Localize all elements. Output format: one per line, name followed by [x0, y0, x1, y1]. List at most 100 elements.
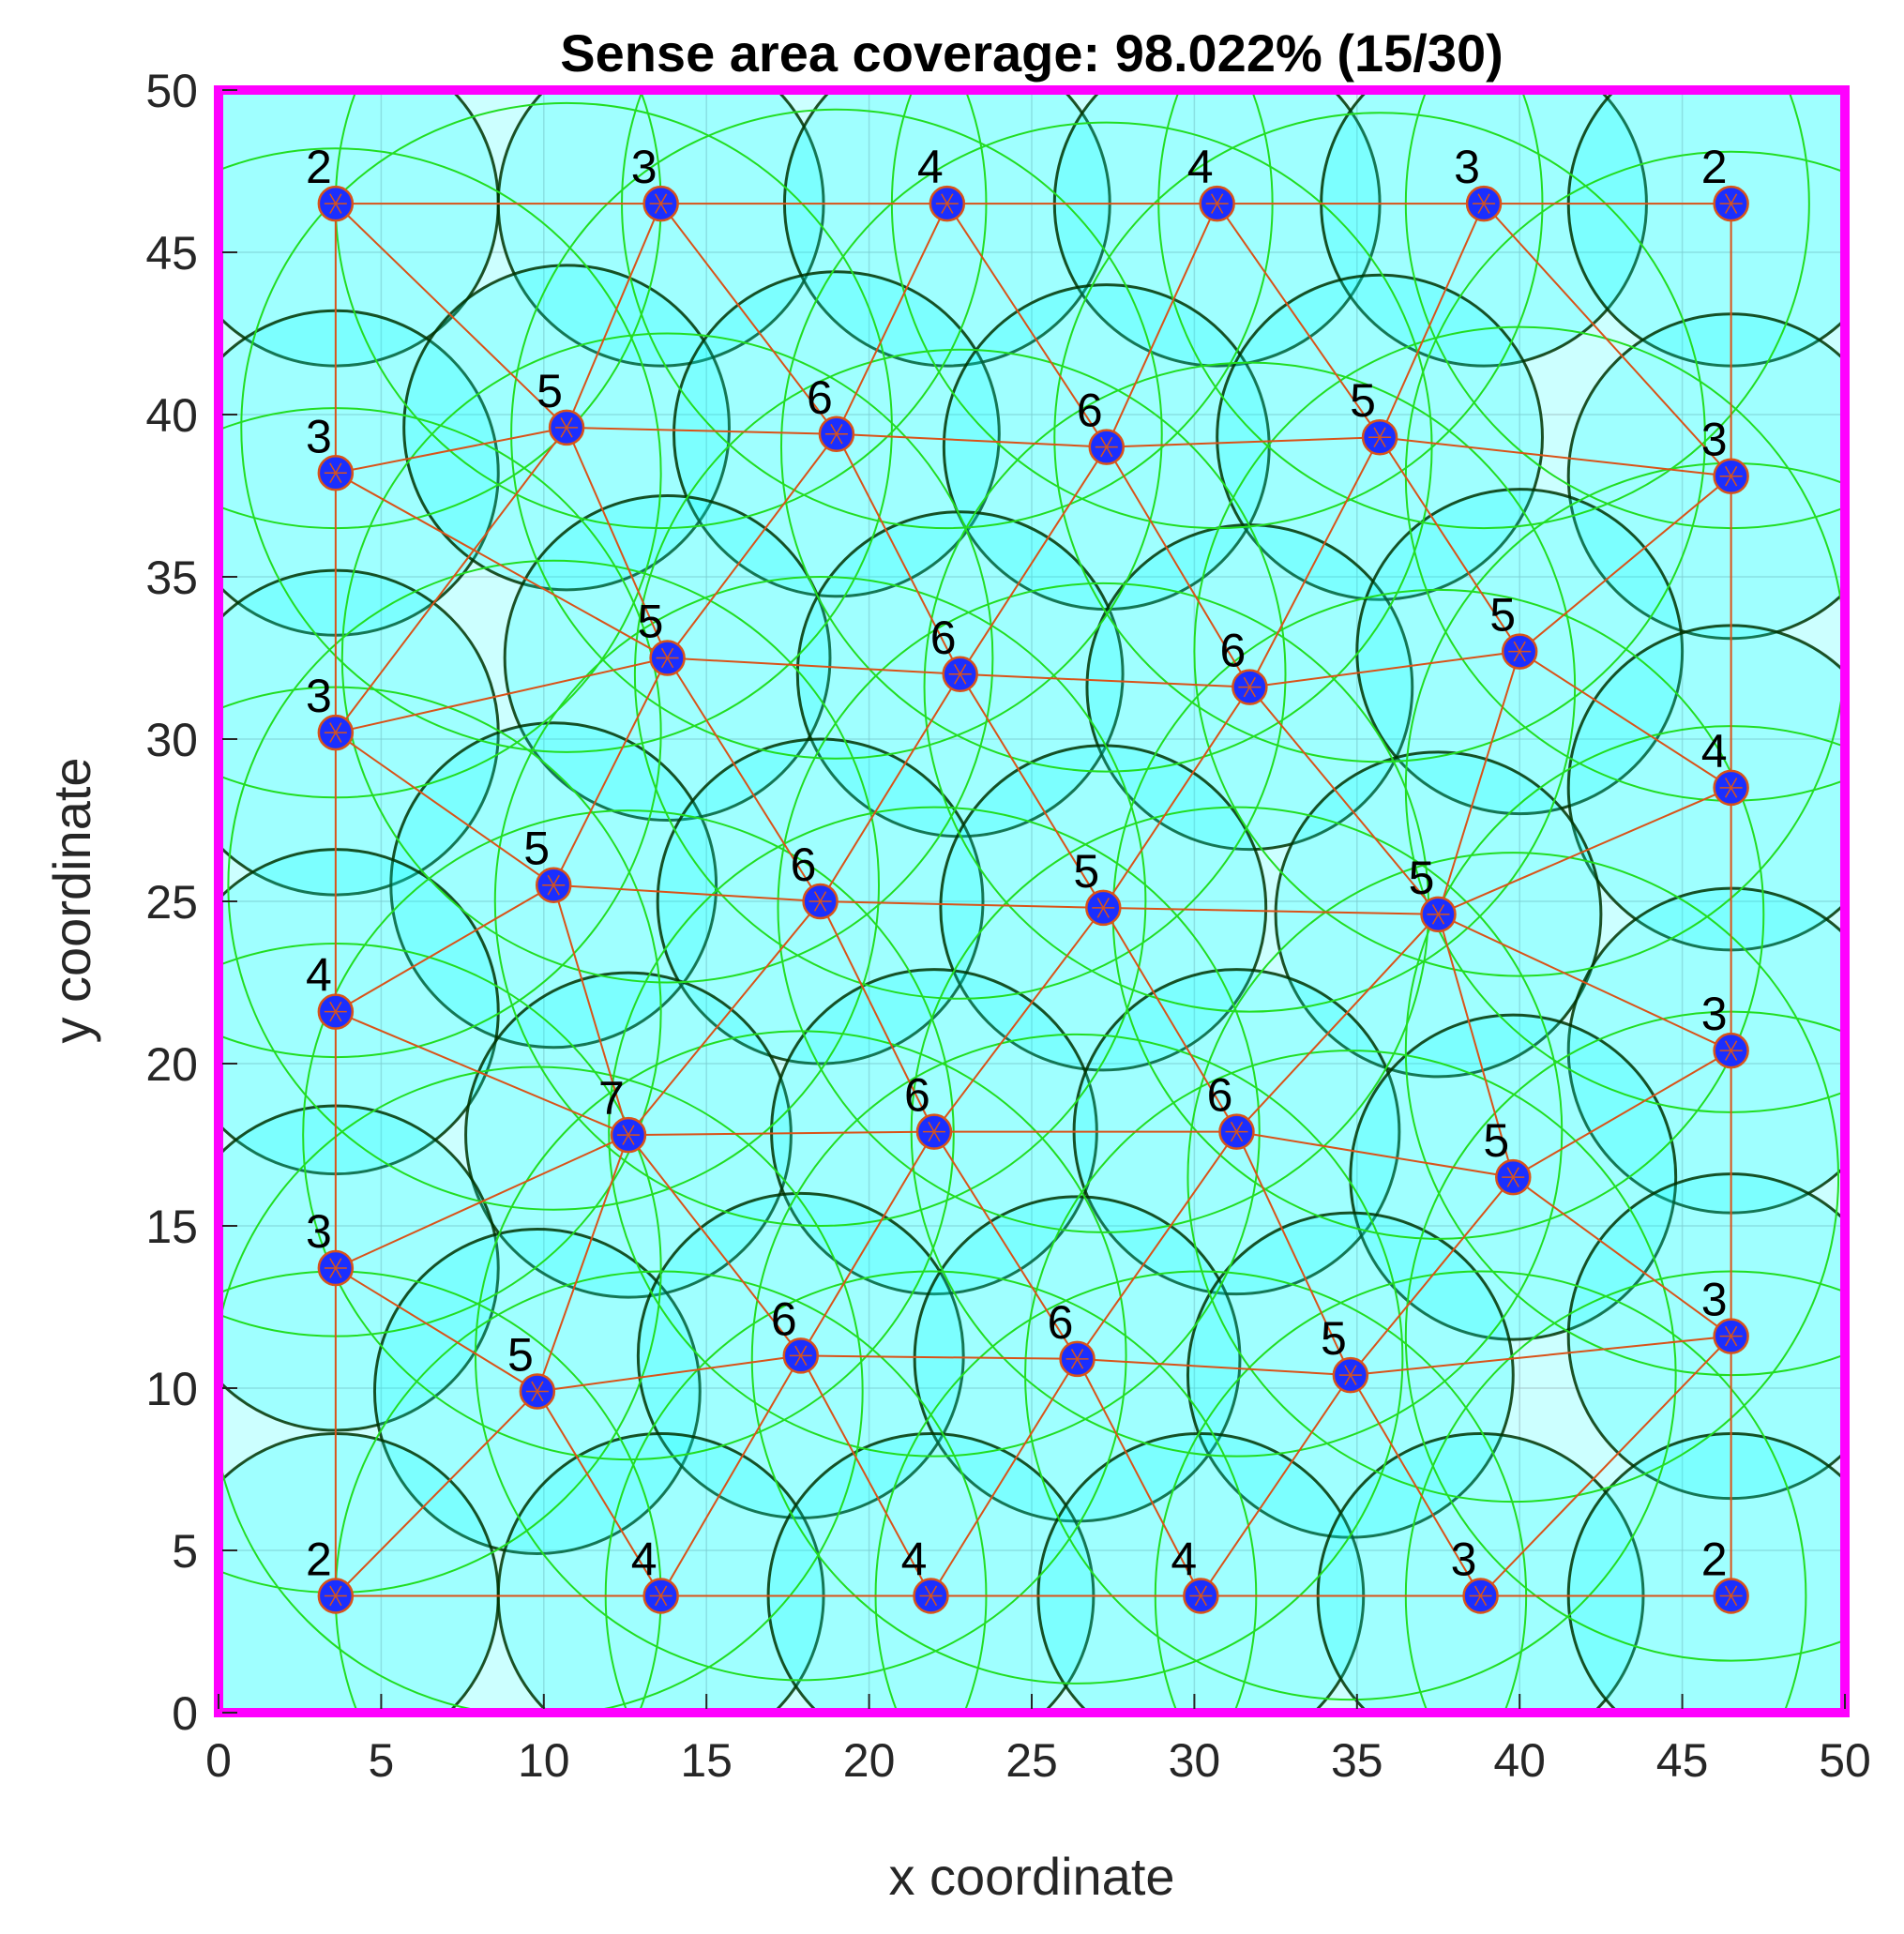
x-axis-ticks: 0 5 10 15 20 25 30 35 40 45 50 — [205, 1694, 1871, 1787]
node-degree-labels: 2 3 4 4 3 2 3 5 6 6 5 3 3 5 6 6 5 4 5 6 5 5 4 3 7 6 6 5 3 3 5 6 6 5 2 4 4 4 3 2 — [306, 141, 1728, 1585]
node-marker-stroke — [830, 423, 843, 445]
y-tick-label: 30 — [145, 714, 198, 766]
link-line — [929, 1358, 1079, 1596]
node-degree-label: 5 — [1489, 589, 1516, 642]
node-marker-stroke — [1211, 193, 1224, 214]
link-line — [667, 657, 960, 675]
link-line — [335, 1010, 629, 1137]
node-degree-label: 5 — [1321, 1312, 1347, 1365]
node-degree-label: 5 — [1350, 374, 1376, 427]
comm-circle — [302, 809, 955, 1461]
y-axis-ticks: 0 5 10 15 20 25 30 35 40 45 50 — [145, 65, 237, 1740]
link-line — [933, 1131, 1079, 1360]
link-line — [666, 657, 822, 902]
y-axis-label: y coordinate — [42, 757, 101, 1043]
node-marker-stroke — [547, 874, 560, 896]
node-degree-label: 5 — [1483, 1114, 1509, 1167]
comm-circle — [1024, 1050, 1677, 1701]
node-degree-label: 3 — [306, 1205, 332, 1258]
link-line — [567, 426, 837, 435]
node-marker-stroke — [329, 1585, 342, 1607]
link-line — [1379, 436, 1521, 653]
y-tick-label: 35 — [145, 551, 198, 604]
link-line — [1350, 1335, 1731, 1377]
node-degree-label: 4 — [901, 1533, 928, 1585]
link-line — [960, 672, 1250, 688]
node-marker-stroke — [813, 891, 827, 912]
link-line — [1350, 1176, 1515, 1376]
link-line — [1249, 650, 1520, 688]
node-marker-stroke — [1724, 778, 1738, 798]
x-tick-label: 50 — [1819, 1734, 1871, 1787]
link-line — [627, 900, 822, 1136]
y-tick-label: 10 — [145, 1363, 198, 1415]
link-line — [1076, 1358, 1202, 1596]
node-degree-label: 5 — [638, 596, 664, 648]
link-line — [1105, 203, 1218, 448]
comm-circle — [779, 121, 1433, 773]
nodes — [317, 185, 1749, 1614]
node-marker-stroke — [1513, 641, 1526, 662]
link-line — [1438, 786, 1732, 915]
node-marker-stroke — [1243, 676, 1257, 698]
node-degree-label: 5 — [523, 823, 550, 875]
link-line — [1379, 203, 1485, 438]
node-degree-label: 6 — [1207, 1069, 1233, 1122]
link-line — [933, 907, 1105, 1133]
link-line — [1077, 1357, 1351, 1377]
link-line — [552, 884, 629, 1136]
node-marker-stroke — [660, 647, 674, 669]
node-marker-stroke — [1373, 427, 1386, 447]
comm-circle — [219, 1065, 864, 1713]
chart-title: Sense area coverage: 98.022% (15/30) — [560, 23, 1504, 83]
plot-area — [219, 90, 1845, 1713]
link-line — [1076, 1131, 1238, 1360]
node-degree-label: 6 — [771, 1292, 797, 1345]
node-marker-stroke — [329, 462, 342, 484]
link-line — [536, 1134, 629, 1392]
node-marker-stroke — [622, 1125, 635, 1145]
node-degree-label: 6 — [930, 612, 957, 664]
comm-circle — [493, 576, 1147, 1227]
node-marker-stroke — [1724, 1585, 1738, 1607]
node-degree-label: 6 — [791, 839, 817, 891]
node-marker-stroke — [654, 1585, 668, 1607]
node-marker-stroke — [329, 722, 342, 743]
node-marker-stroke — [1724, 1040, 1738, 1061]
y-tick-label: 20 — [145, 1038, 198, 1091]
node-degree-label: 4 — [1187, 141, 1214, 193]
link-line — [566, 203, 662, 429]
link-line — [1350, 1374, 1482, 1596]
x-tick-label: 15 — [680, 1734, 733, 1787]
link-line — [1200, 1374, 1352, 1597]
x-tick-label: 0 — [205, 1734, 232, 1787]
link-line — [1235, 1131, 1352, 1376]
link-line — [800, 1354, 1078, 1360]
node-degree-label: 3 — [1454, 141, 1480, 193]
link-line — [1483, 203, 1732, 477]
link-line — [799, 1354, 932, 1596]
x-tick-label: 40 — [1493, 1734, 1546, 1787]
link-line — [1248, 436, 1381, 688]
y-tick-label: 40 — [145, 389, 198, 442]
node-marker-stroke — [654, 193, 668, 214]
link-line — [1106, 436, 1381, 448]
link-line — [666, 433, 838, 659]
link-line — [335, 1267, 538, 1393]
link-line — [1519, 475, 1732, 653]
link-line — [820, 900, 1104, 909]
comm-circle — [633, 348, 1287, 1000]
comm-circle — [340, 332, 994, 984]
node-marker-stroke — [794, 1345, 808, 1367]
link-line — [1437, 651, 1521, 915]
node-degree-label: 6 — [1219, 625, 1246, 677]
link-line — [1437, 914, 1515, 1178]
node-marker-stroke — [329, 1258, 342, 1278]
node-marker-stroke — [329, 193, 342, 214]
node-marker-stroke — [1194, 1585, 1207, 1607]
node-marker-stroke — [1070, 1349, 1084, 1369]
node-marker-stroke — [954, 664, 967, 685]
node-marker-stroke — [924, 1585, 938, 1607]
node-degree-label: 4 — [1171, 1533, 1197, 1585]
link-line — [819, 673, 961, 902]
